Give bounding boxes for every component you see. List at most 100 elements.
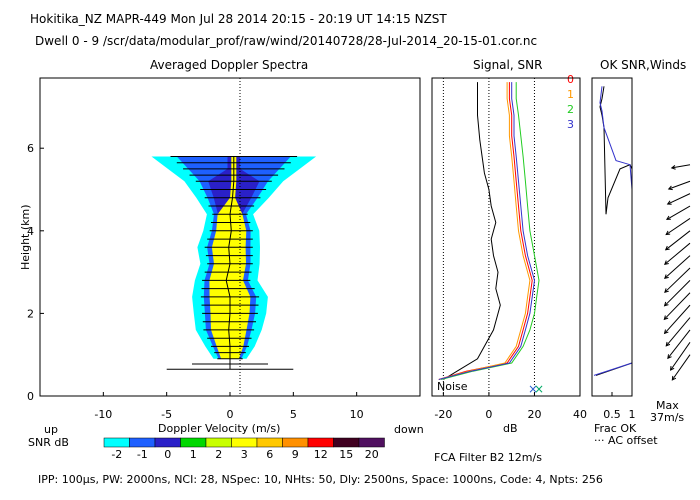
wind-arrowhead (667, 185, 673, 191)
signal-line-noise (443, 82, 501, 380)
signal-x-label: dB (503, 422, 518, 435)
signal-marker-blue: × (528, 382, 538, 396)
wind-vector (665, 218, 691, 235)
ac-offset-label: ··· AC offset (594, 434, 658, 447)
colorbar-tick-label: 3 (241, 448, 248, 461)
colorbar-tick-label: 15 (339, 448, 353, 461)
max-speed-label: 37m/s (650, 411, 685, 424)
wind-vector (664, 242, 691, 265)
wind-vector (666, 205, 691, 220)
colorbar-swatch (231, 437, 258, 448)
header-title: Hokitika_NZ MAPR-449 Mon Jul 28 2014 20:… (30, 12, 447, 26)
colorbar-swatch (282, 437, 309, 448)
wind-vector (665, 230, 691, 251)
spectra-y-tick-label: 0 (27, 390, 34, 403)
spectra-x-tick-label: 5 (290, 408, 297, 421)
signal-line-0 (438, 82, 533, 380)
spectra-y-label: Height (km) (19, 204, 32, 270)
frac-ok-series (593, 86, 633, 376)
colorbar-up-label: up (44, 423, 58, 436)
wind-vector (663, 292, 691, 320)
colorbar-tick-label: -2 (111, 448, 122, 461)
spectra-y-tick-label: 2 (27, 307, 34, 320)
spectra-x-tick-label: 10 (350, 408, 364, 421)
wind-arrowhead (664, 245, 670, 251)
beam-label-0: 0 (567, 73, 574, 86)
colorbar-swatch (307, 437, 334, 448)
colorbar-swatch (180, 437, 207, 448)
wind-arrowhead (663, 301, 669, 307)
ok-x-tick-label: 0.5 (603, 408, 621, 421)
wind-arrowhead (663, 329, 669, 335)
wind-arrowhead (663, 315, 669, 321)
spectra-x-tick-label: 0 (227, 408, 234, 421)
wind-arrowhead (670, 165, 676, 170)
signal-x-tick-label: 40 (573, 408, 587, 421)
wind-vector (671, 164, 691, 169)
wind-vector (668, 180, 691, 190)
max-label: Max (656, 399, 679, 412)
spectra-x-label: Doppler Velocity (m/s) (158, 422, 280, 435)
wind-vector (664, 280, 691, 307)
signal-frame (431, 77, 581, 397)
colorbar-tick-label: 0 (164, 448, 171, 461)
colorbar-swatch (103, 437, 130, 448)
wind-arrowhead (665, 215, 671, 220)
beam-label-1: 1 (567, 88, 574, 101)
dwell-line: Dwell 0 - 9 /scr/data/modular_prof/raw/w… (35, 34, 538, 48)
signal-marker-green: × (534, 382, 544, 396)
fca-filter-label: FCA Filter B2 12m/s (434, 451, 542, 464)
spectra-x-tick-label: -10 (94, 408, 112, 421)
wind-arrowhead (664, 274, 669, 279)
ok-x-axis: 0.5 1 (603, 392, 636, 421)
colorbar-swatch (333, 437, 360, 448)
noise-label: Noise (437, 380, 468, 393)
signal-line-1 (438, 82, 531, 380)
ok-panel-title: OK SNR,Winds (600, 58, 687, 72)
signal-x-tick-label: 0 (485, 408, 492, 421)
wind-arrowhead (665, 341, 671, 347)
spectra-mean-profile (225, 156, 235, 370)
spectra-y-tick-label: 6 (27, 142, 34, 155)
frac-ok-line (595, 86, 633, 376)
footer-params: IPP: 100µs, PW: 2000ns, NCI: 28, NSpec: … (38, 473, 603, 486)
colorbar-down-label: down (394, 423, 424, 436)
signal-reference-lines (442, 78, 535, 396)
signal-panel: × × -20 0 20 40 Noise dB (431, 77, 587, 435)
snr-colorbar: -2 -1 0 1 2 3 6 9 12 15 20 (103, 437, 385, 461)
colorbar-tick-label: 1 (190, 448, 197, 461)
wind-arrowhead (664, 260, 669, 265)
wind-vector (664, 255, 691, 279)
frac-ok-label: Frac OK (594, 422, 637, 435)
wind-arrowhead (666, 200, 672, 205)
colorbar-swatch (358, 437, 385, 448)
ok-x-tick-label: 1 (629, 408, 636, 421)
wind-arrowhead (667, 354, 672, 360)
colorbar-tick-label: 6 (266, 448, 273, 461)
colorbar-tick-label: 20 (365, 448, 379, 461)
spectra-panel-title: Averaged Doppler Spectra (150, 58, 309, 72)
spectra-y-axis: 0 2 4 6 (27, 142, 44, 403)
signal-line-3 (438, 82, 536, 380)
wind-vector (667, 329, 691, 359)
beam-label-2: 2 (567, 103, 574, 116)
spectra-x-tick-label: -5 (161, 408, 172, 421)
spectra-y-tick-label: 4 (27, 225, 34, 238)
colorbar-snr-label: SNR dB (28, 436, 69, 449)
colorbar-swatch (129, 437, 156, 448)
colorbar-swatch (256, 437, 283, 448)
signal-line-2 (440, 82, 540, 380)
spectra-panel: -10 -5 0 5 10 0 2 4 6 Doppler Velocity (m/s) He… (19, 77, 421, 435)
signal-x-tick-label: -20 (434, 408, 452, 421)
colorbar-swatch (154, 437, 181, 448)
wind-arrowhead (669, 366, 675, 371)
colorbar-tick-label: 9 (292, 448, 299, 461)
frac-ok-line (593, 86, 633, 376)
spectra-x-axis: -10 -5 0 5 10 (94, 392, 364, 421)
wind-barbs (663, 164, 691, 381)
colorbar-tick-label: 2 (215, 448, 222, 461)
ok-panel: 0.5 1 (591, 77, 691, 421)
wind-vector (670, 342, 691, 371)
signal-x-axis: -20 0 20 40 (434, 392, 587, 421)
